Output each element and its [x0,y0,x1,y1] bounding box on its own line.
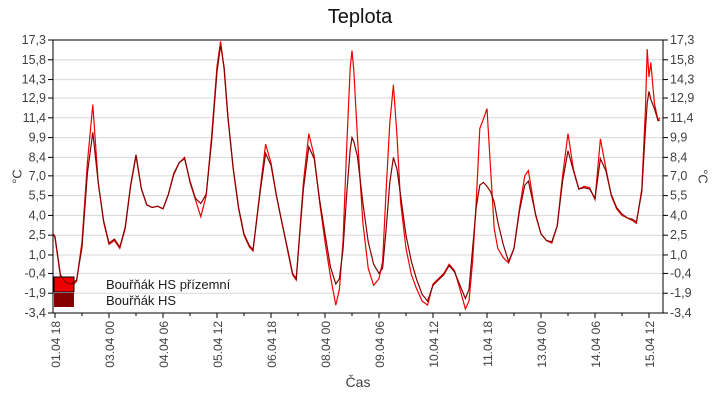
x-tick-label: 10.04 12 [427,321,441,368]
chart-title: Teplota [327,6,393,28]
y-tick-label-left: -3,4 [24,306,46,320]
x-tick-label: 06.04 18 [265,321,279,368]
x-tick-label: 14.04 06 [589,321,603,368]
x-tick-label: 04.04 06 [157,321,171,368]
y-tick-label-right: -1,9 [670,286,692,300]
x-tick-label: 11.04 18 [481,321,495,367]
y-tick-label-left: 11,4 [23,111,46,125]
y-tick-label-right: 4,0 [670,208,687,222]
legend-swatch-hs [54,293,74,307]
y-tick-label-left: -1,9 [24,286,46,300]
y-tick-label-right: 5,5 [670,189,687,203]
y-tick-label-right: 8,4 [670,150,687,164]
y-tick-label-left: 14,3 [22,73,46,87]
y-tick-label-left: 7,0 [29,169,46,183]
x-axis-label: Čas [345,374,371,390]
y-tick-label-left: 5,5 [29,189,46,203]
y-tick-label-right: 11,4 [670,111,693,125]
x-tick-label: 08.04 00 [319,321,333,368]
y-axis-label-right: °C [695,169,711,184]
y-tick-label-left: 15,8 [22,53,46,67]
x-tick-label: 05.04 12 [211,321,225,368]
y-tick-label-left: -0,4 [24,266,46,280]
y-tick-label-right: -3,4 [670,306,692,320]
x-tick-label: 09.04 06 [373,321,387,368]
x-tick-label: 03.04 00 [103,321,117,368]
legend-label-prizemni: Bouřňák HS přízemní [106,277,231,292]
y-tick-label-left: 9,9 [29,131,46,145]
legend-label-hs: Bouřňák HS [106,293,177,308]
x-tick-label: 13.04 00 [535,321,549,368]
y-tick-label-left: 1,0 [29,248,46,262]
axis-frame [52,39,664,314]
y-tick-label-left: 8,4 [29,150,46,164]
y-tick-label-left: 17,3 [22,33,46,47]
legend-swatch-prizemni [53,276,75,293]
y-tick-label-left: 12,9 [22,91,46,105]
y-axis-label-left: °C [9,169,25,184]
y-tick-label-right: 2,5 [670,228,687,242]
y-tick-label-right: 15,8 [670,53,694,67]
y-tick-label-left: 4,0 [29,208,46,222]
y-tick-label-right: 7,0 [670,169,687,183]
y-tick-label-left: 2,5 [29,228,46,242]
y-tick-label-right: 17,3 [670,33,694,47]
y-tick-label-right: 1,0 [670,248,687,262]
series-prizemni-line [53,41,661,311]
x-tick-label: 15.04 12 [643,321,657,368]
series-hs-line [53,45,660,303]
y-tick-label-right: 9,9 [670,131,687,145]
y-tick-label-right: 12,9 [670,91,694,105]
y-tick-label-right: -0,4 [670,266,692,280]
x-tick-label: 01.04 18 [49,321,63,368]
y-tick-label-right: 14,3 [670,73,694,87]
